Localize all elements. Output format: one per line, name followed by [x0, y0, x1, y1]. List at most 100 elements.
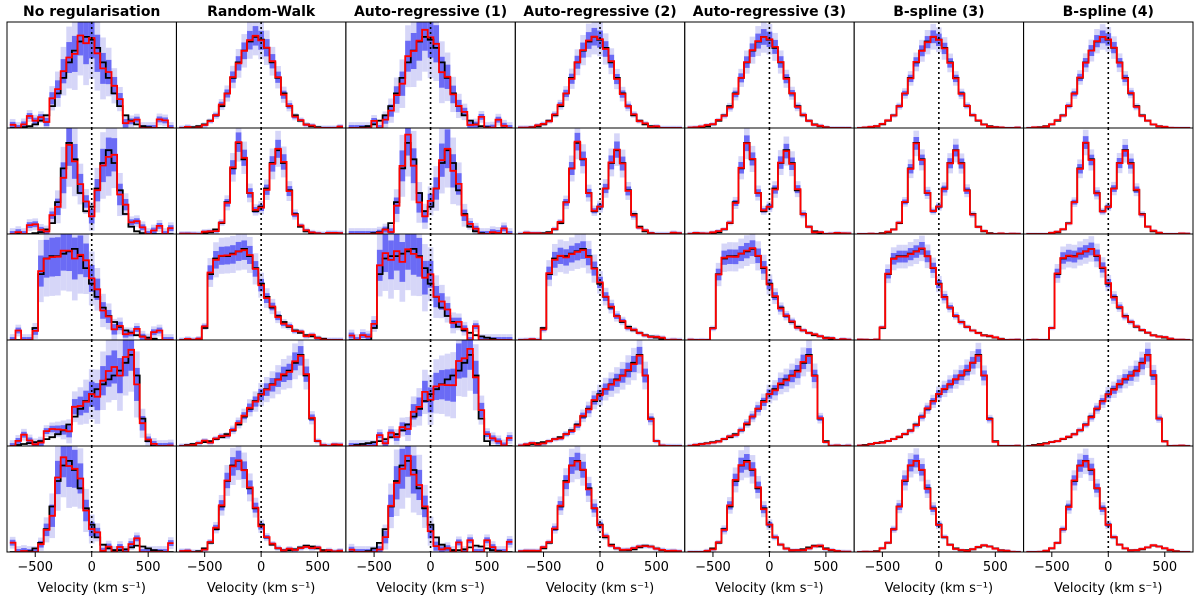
column-title: Random-Walk — [207, 4, 316, 20]
inner-band-bin — [501, 337, 507, 340]
column-title: B-spline (3) — [893, 4, 984, 20]
inner-band-bin — [506, 337, 513, 340]
recovered-profile-line — [9, 348, 174, 446]
inner-band-bin — [139, 549, 146, 552]
inner-band-bin — [66, 128, 72, 166]
x-axis-label: Velocity (km s⁻¹) — [376, 581, 484, 596]
recovered-profile-line — [518, 35, 682, 128]
inner-band-bin — [489, 124, 496, 128]
inner-band-bin — [393, 234, 400, 271]
x-tick-label: −500 — [1034, 560, 1070, 575]
x-tick-label: 500 — [136, 560, 161, 575]
inner-band-bin — [32, 549, 39, 552]
inner-band-bin — [9, 443, 16, 446]
panel — [684, 21, 855, 129]
x-tick-label: 500 — [644, 560, 669, 575]
inner-band-bin — [495, 229, 502, 234]
recovered-profile-line — [9, 456, 174, 552]
recovered-profile-line — [1026, 460, 1191, 552]
inner-band-bin — [348, 125, 355, 128]
inner-band-bin — [15, 125, 22, 128]
panel — [514, 445, 686, 553]
true-profile-line — [9, 460, 174, 552]
recovered-profile-line — [518, 140, 682, 234]
inner-band-bin — [348, 443, 355, 446]
inner-band-bin — [354, 549, 360, 552]
inner-band-bin — [162, 231, 168, 234]
recovered-profile-line — [348, 28, 513, 128]
inner-band-bin — [484, 231, 490, 234]
panel — [514, 339, 686, 447]
x-tick-label: 0 — [88, 560, 96, 575]
x-tick-label: 0 — [426, 560, 434, 575]
panel — [6, 127, 177, 235]
recovered-profile-line — [9, 249, 174, 340]
inner-band-bin — [21, 231, 27, 234]
inner-band-bin — [371, 443, 377, 446]
x-axis-label: Velocity (km s⁻¹) — [546, 581, 654, 596]
recovered-profile-line — [857, 460, 1021, 552]
recovered-profile-line — [9, 34, 174, 128]
panel — [1023, 339, 1194, 447]
inner-band-bin — [354, 125, 360, 128]
panel — [514, 127, 686, 235]
inner-band-bin — [122, 549, 129, 552]
inner-band-bin — [365, 443, 372, 446]
recovered-profile-line — [687, 355, 852, 446]
x-tick-label: 0 — [257, 560, 265, 575]
column-title: Auto-regressive (2) — [523, 4, 676, 20]
inner-band-bin — [26, 337, 33, 340]
inner-band-bin — [167, 337, 174, 340]
panel — [1023, 127, 1194, 235]
panel — [175, 233, 347, 341]
inner-band-bin — [506, 231, 513, 234]
inner-band-bin — [376, 125, 383, 128]
inner-band-bin — [506, 125, 513, 128]
x-tick-label: 500 — [475, 560, 500, 575]
panel — [175, 21, 347, 129]
x-tick-label: −500 — [865, 560, 901, 575]
x-axis-label: Velocity (km s⁻¹) — [715, 581, 823, 596]
recovered-profile-line — [1026, 36, 1191, 128]
inner-band-bin — [359, 231, 366, 234]
panels — [6, 21, 1194, 553]
x-tick-label: 500 — [1152, 560, 1177, 575]
panel — [853, 21, 1025, 129]
recovered-profile-line — [179, 141, 343, 234]
inner-band-bin — [467, 337, 473, 340]
inner-band-bin — [156, 443, 163, 446]
recovered-profile-line — [179, 34, 343, 128]
inner-band-bin — [162, 337, 168, 340]
panel — [6, 445, 177, 553]
recovered-profile-line — [179, 354, 343, 446]
recovered-profile-line — [179, 249, 343, 340]
column-title: No regularisation — [23, 4, 160, 20]
recovered-profile-line — [518, 460, 682, 552]
inner-band-bin — [151, 125, 157, 128]
x-tick-label: −500 — [356, 560, 392, 575]
inner-band-bin — [354, 337, 360, 340]
inner-band-bin — [501, 442, 507, 446]
inner-band-bin — [501, 549, 507, 552]
panel — [853, 127, 1025, 235]
column-title: Auto-regressive (3) — [693, 4, 846, 20]
recovered-profile-line — [518, 249, 682, 340]
recovered-profile-line — [179, 459, 343, 552]
inner-band-bin — [484, 337, 490, 340]
recovered-profile-line — [687, 142, 852, 234]
recovered-profile-line — [857, 35, 1021, 128]
recovered-profile-line — [348, 348, 513, 446]
recovered-profile-line — [348, 454, 513, 552]
recovered-profile-line — [857, 247, 1021, 340]
panel — [853, 339, 1025, 447]
panel — [345, 21, 516, 129]
column-titles: No regularisation Random-Walk Auto-regress… — [23, 4, 1154, 20]
recovered-profile-line — [687, 461, 852, 552]
inner-band-bin — [167, 125, 174, 128]
x-tick-label: −500 — [17, 560, 53, 575]
x-tick-label: −500 — [695, 560, 731, 575]
panel — [6, 339, 177, 447]
inner-band-bin — [354, 231, 360, 234]
x-tick-label: 0 — [1104, 560, 1112, 575]
panel — [175, 127, 347, 235]
